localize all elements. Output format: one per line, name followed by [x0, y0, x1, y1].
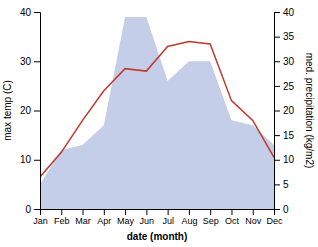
tick: May [117, 209, 135, 226]
tick: 5 [274, 179, 289, 190]
tick-label: Jan [33, 216, 48, 226]
tick-mark [231, 209, 232, 215]
y-axis: 0 10 20 30 40 [20, 7, 41, 215]
tick: 30 [20, 56, 40, 67]
tick: 40 [274, 7, 295, 18]
tick: Jan [33, 209, 48, 226]
tick: 20 [274, 105, 295, 116]
tick: Oct [225, 209, 240, 226]
tick-mark [61, 209, 62, 215]
area [40, 17, 274, 209]
tick-label: 30 [283, 56, 295, 67]
tick-label: Apr [97, 216, 111, 226]
tick-label: 20 [20, 105, 32, 116]
tick-mark [104, 209, 105, 215]
tick-mark [34, 111, 40, 112]
tick-label: Feb [54, 216, 70, 226]
tick-mark [274, 37, 280, 38]
tick-mark [146, 209, 147, 215]
tick: Feb [54, 209, 70, 226]
tick-mark [34, 160, 40, 161]
tick-label: Dec [266, 216, 283, 226]
tick: Jun [140, 209, 155, 226]
tick-mark [125, 209, 126, 215]
tick-label: 30 [20, 56, 32, 67]
tick-mark [274, 209, 280, 210]
tick-mark [210, 209, 211, 215]
tick-label: Jun [140, 216, 155, 226]
axis-line [275, 13, 281, 210]
tick-mark [34, 12, 40, 13]
tick: 40 [20, 7, 40, 18]
tick-label: 0 [283, 204, 289, 215]
axis-line [34, 13, 41, 210]
tick: 10 [20, 154, 40, 165]
tick-label: 40 [283, 7, 295, 18]
y-axis-title: max temp (C) [2, 80, 13, 141]
tick-label: May [117, 216, 135, 226]
tick-mark [274, 184, 280, 185]
tick-mark [274, 86, 280, 87]
tick-label: 20 [283, 105, 295, 116]
tick-label: 25 [283, 81, 295, 92]
tick: 0 [25, 204, 40, 215]
plot: JanFebMarAprMayJunJulAugSepOctNovDec0102… [2, 7, 315, 242]
tick: 0 [274, 204, 289, 215]
x-axis: Jan Feb Mar Apr May Jun Jul Aug Sep Oct Nov Dec [33, 209, 283, 226]
tick-mark [274, 135, 280, 136]
tick: 10 [274, 154, 295, 165]
tick: Mar [75, 209, 91, 226]
tick-label: Aug [181, 216, 197, 226]
tick: 35 [274, 31, 295, 42]
tick-label: Mar [75, 216, 91, 226]
tick-mark [83, 209, 84, 215]
tick-mark [274, 12, 280, 13]
tick: Sep [203, 209, 219, 226]
marks [40, 17, 274, 209]
tick-label: 10 [283, 154, 295, 165]
chart: JanFebMarAprMayJunJulAugSepOctNovDec0102… [0, 0, 318, 247]
tick: Dec [266, 209, 283, 226]
tick-mark [253, 209, 254, 215]
tick: Aug [181, 209, 197, 226]
tick: 30 [274, 56, 295, 67]
tick: Apr [97, 209, 111, 226]
tick-mark [34, 61, 40, 62]
axis-line [41, 210, 275, 216]
tick-label: 15 [283, 130, 295, 141]
tick: Jul [162, 209, 174, 226]
tick-mark [189, 209, 190, 215]
tick: Nov [245, 209, 262, 226]
tick-mark [168, 209, 169, 215]
tick: 20 [20, 105, 40, 116]
tick-label: 0 [25, 204, 31, 215]
tick-label: Oct [225, 216, 240, 226]
tick-label: Sep [203, 216, 219, 226]
tick-label: Nov [245, 216, 262, 226]
tick-label: Jul [162, 216, 174, 226]
tick-label: 40 [20, 7, 32, 18]
line [40, 42, 274, 177]
tick: 15 [274, 130, 295, 141]
tick: 25 [274, 81, 295, 92]
tick-label: 10 [20, 154, 32, 165]
y2-axis: 0 5 10 15 20 25 30 35 40 [274, 7, 295, 215]
tick-label: 35 [283, 31, 295, 42]
tick-mark [274, 160, 280, 161]
y2-axis-title: med. precipitation (kg/m2) [304, 53, 315, 169]
tick-mark [274, 61, 280, 62]
tick-mark [34, 209, 40, 210]
tick-mark [274, 111, 280, 112]
x-axis-title: date (month) [127, 231, 188, 242]
tick-label: 5 [283, 179, 289, 190]
